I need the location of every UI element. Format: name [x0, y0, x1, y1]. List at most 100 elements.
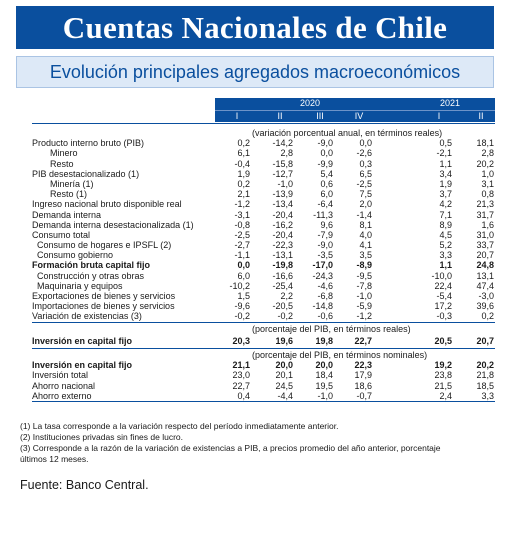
table-row: Construcción y otras obras 6,0 -16,6 -24,3 -… [32, 271, 495, 281]
cell-value: 19,2 [434, 360, 452, 371]
cell-value: -9,5 [356, 270, 372, 281]
table-row: Demanda interna desestacionalizada (1) -0… [32, 220, 495, 230]
row-label: Formación bruta capital fijo [32, 260, 151, 271]
cell-value: 1,9 [439, 178, 452, 189]
cell-value: 21,1 [232, 360, 250, 371]
cell-value: 3,1 [481, 178, 494, 189]
row-label: Consumo total [32, 229, 91, 240]
cell-value: -5,9 [356, 301, 372, 312]
cell-value: 9,6 [320, 219, 333, 230]
cell-value: 17,9 [354, 370, 372, 381]
cell-value: -0,3 [436, 311, 452, 322]
table-divider [32, 347, 495, 349]
cell-value: -14,2 [272, 138, 293, 149]
cell-value: 21,3 [476, 199, 494, 210]
cell-value: 0,0 [320, 148, 333, 159]
cell-value: 20,0 [275, 360, 293, 371]
cell-value: 6,1 [237, 148, 250, 159]
cell-value: 6,5 [359, 168, 372, 179]
cell-value: -20,4 [272, 229, 293, 240]
cell-value: 5,4 [320, 168, 333, 179]
header-divider [32, 123, 495, 124]
cell-value: 1,6 [481, 219, 494, 230]
cell-value: 8,1 [359, 219, 372, 230]
cell-value: 0,4 [237, 390, 250, 401]
cell-value: 3,7 [439, 189, 452, 200]
cell-value: 3,4 [439, 168, 452, 179]
cell-value: -13,9 [272, 189, 293, 200]
cell-value: 0,2 [237, 178, 250, 189]
cell-value: 21,8 [476, 370, 494, 381]
cell-value: 22,4 [434, 280, 452, 291]
cell-value: -1,1 [234, 250, 250, 261]
table-note: (porcentaje del PIB, en términos nominal… [252, 349, 428, 360]
cell-value: -14,8 [312, 301, 333, 312]
cell-value: -2,6 [356, 148, 372, 159]
cell-value: 8,9 [439, 219, 452, 230]
cell-value: 17,2 [434, 301, 452, 312]
cell-value: -25,4 [272, 280, 293, 291]
source-note: Fuente: Banco Central. [20, 478, 149, 492]
cell-value: -6,4 [317, 199, 333, 210]
table-row: Demanda interna -3,1 -20,4 -11,3 -1,4 7,1 31,7 [32, 210, 495, 220]
cell-value: 22,7 [232, 380, 250, 391]
cell-value: 7,1 [439, 209, 452, 220]
cell-value: -3,0 [478, 291, 494, 301]
quarter-label: I [235, 111, 239, 121]
row-label: Inversión en capital fijo [32, 335, 133, 346]
cell-value: 2,8 [280, 148, 293, 159]
cell-value: 0,0 [359, 138, 372, 149]
table-row: Maquinaria y equipos -10,2 -25,4 -4,6 -7,8 22… [32, 281, 495, 291]
cell-value: 31,7 [476, 209, 494, 220]
cell-value: -0,8 [234, 219, 250, 230]
quarter-label: III [316, 111, 324, 121]
table-row: Exportaciones de bienes y servicios 1,5 2,… [32, 291, 495, 301]
row-label: Construcción y otras obras [37, 270, 145, 281]
row-label: Minero [50, 148, 78, 159]
table-row: Resto -0,4 -15,8 -9,9 0,3 1,1 20,2 [32, 159, 495, 169]
footnote: últimos 12 meses. [20, 454, 89, 464]
cell-value: 0,2 [481, 311, 494, 322]
cell-value: -17,0 [312, 260, 333, 271]
cell-value: 19,6 [275, 335, 293, 346]
cell-value: -8,9 [356, 260, 372, 271]
cell-value: 0,8 [481, 189, 494, 200]
cell-value: -10,2 [229, 280, 250, 291]
cell-value: 2,2 [280, 291, 293, 301]
cell-value: 3,3 [439, 250, 452, 261]
row-label: Maquinaria y equipos [37, 280, 123, 291]
data-table: (variación porcentual anual, en términos… [32, 128, 495, 403]
cell-value: 20,5 [434, 335, 452, 346]
cell-value: -13,4 [272, 199, 293, 210]
table-row: Consumo total -2,5 -20,4 -7,9 4,0 4,5 31,0 [32, 230, 495, 240]
quarter-label: II [478, 111, 484, 121]
cell-value: 20,7 [476, 250, 494, 261]
cell-value: 24,8 [476, 260, 494, 271]
cell-value: 6,0 [320, 189, 333, 200]
cell-value: 0,5 [439, 138, 452, 149]
cell-value: 2,8 [481, 148, 494, 159]
row-label: Inversión en capital fijo [32, 360, 133, 371]
cell-value: -2,7 [234, 240, 250, 251]
cell-value: -24,3 [312, 270, 333, 281]
cell-value: -2,1 [436, 148, 452, 159]
cell-value: -3,5 [317, 250, 333, 261]
cell-value: 20,1 [275, 370, 293, 381]
cell-value: -0,7 [356, 390, 372, 401]
cell-value: 19,8 [315, 335, 333, 346]
table-row: PIB desestacionalizado (1) 1,9 -12,7 5,4 6,5… [32, 169, 495, 179]
cell-value: -5,4 [436, 291, 452, 301]
quarter-header: I II III IV I II [215, 110, 495, 122]
cell-value: 6,0 [237, 270, 250, 281]
cell-value: -16,2 [272, 219, 293, 230]
table-row: Consumo gobierno -1,1 -13,1 -3,5 3,5 3,3 20,7 [32, 250, 495, 260]
cell-value: 1,5 [237, 291, 250, 301]
cell-value: 33,7 [476, 240, 494, 251]
footnote: (1) La tasa corresponde a la variación r… [20, 421, 339, 431]
cell-value: 0,6 [320, 178, 333, 189]
cell-value: 0,0 [237, 260, 250, 271]
cell-value: 2,4 [439, 390, 452, 401]
cell-value: 21,5 [434, 380, 452, 391]
cell-value: 1,9 [237, 168, 250, 179]
row-label: Ahorro nacional [32, 380, 96, 391]
